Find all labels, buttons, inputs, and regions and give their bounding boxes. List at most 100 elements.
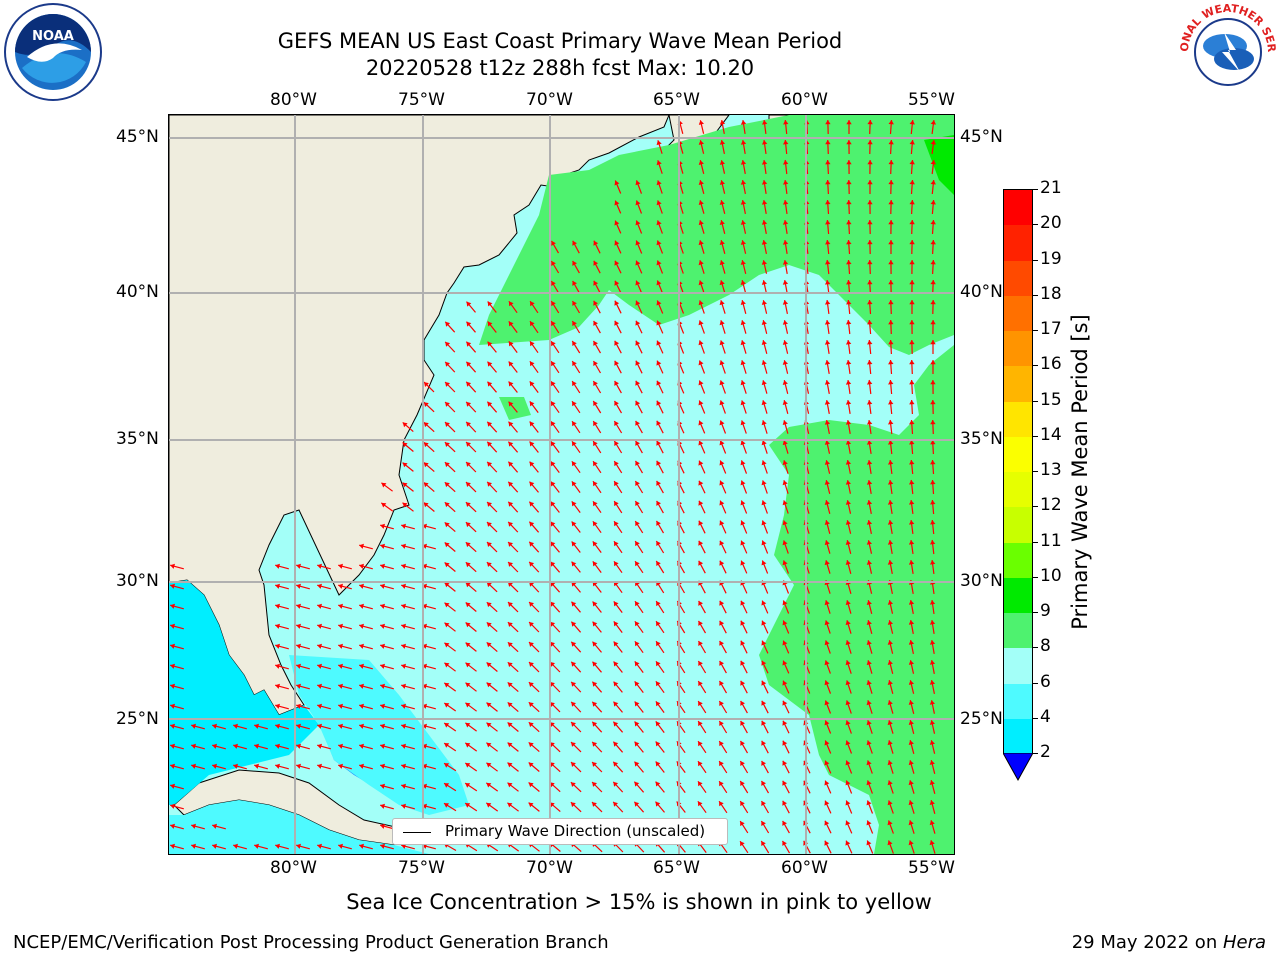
wave-arrow-head (170, 803, 175, 809)
wave-arrow-head (551, 341, 556, 347)
wave-arrow-head (550, 702, 555, 707)
wave-arrow-head (614, 380, 619, 386)
wave-arrow-head (402, 442, 408, 448)
wave-arrow-head (486, 562, 492, 567)
wave-arrow-head (698, 620, 703, 626)
wave-arrow-head (465, 622, 471, 628)
wave-arrow-head (592, 681, 598, 687)
wave-arrow-head (930, 500, 936, 505)
wave-arrow-head (528, 702, 534, 708)
lon-label-top-55w: 55°W (908, 90, 955, 110)
wave-arrow-head (529, 401, 535, 407)
wave-arrow-head (908, 560, 915, 565)
wave-arrow-head (719, 620, 725, 626)
wave-arrow-head (550, 501, 556, 507)
wave-arrow-head (635, 460, 640, 466)
wave-arrow-head (380, 643, 385, 649)
wave-arrow-head (782, 440, 788, 446)
wave-arrow-head (740, 340, 746, 346)
wave-arrow-head (445, 382, 450, 387)
wave-arrow-head (550, 662, 555, 667)
wave-arrow-head (719, 560, 725, 566)
wave-arrow-head (486, 582, 492, 588)
wave-arrow-head (465, 602, 471, 608)
wave-arrow-head (466, 482, 471, 487)
map-subtitle: 20220528 t12z 288h fcst Max: 10.20 (365, 56, 755, 80)
legend-label: Primary Wave Direction (unscaled) (445, 822, 706, 840)
wave-arrow-head (466, 421, 471, 427)
footer-credit: NCEP/EMC/Verification Post Processing Pr… (13, 932, 609, 953)
wave-arrow-head (359, 583, 364, 589)
wave-arrow-head (908, 640, 915, 645)
wave-arrow-head (888, 400, 894, 405)
wave-arrow-head (613, 781, 619, 787)
colorbar-segment (1004, 648, 1032, 684)
wave-arrow-head (761, 640, 767, 646)
wave-arrow-head (824, 700, 830, 706)
colorbar-tick-mark (1033, 612, 1038, 613)
wave-arrow-head (191, 743, 196, 749)
wave-arrow-head (719, 680, 724, 686)
wave-arrow-head (762, 120, 768, 125)
colorbar-segment (1004, 225, 1032, 261)
wave-arrow-head (614, 320, 620, 326)
wave-arrow-head (635, 601, 640, 607)
wave-arrow-head (866, 840, 872, 846)
wave-arrow-head (698, 160, 704, 165)
colorbar-tick-mark (1033, 647, 1038, 649)
colorbar-segment (1004, 366, 1032, 402)
wave-arrow-head (888, 180, 894, 185)
wave-arrow-head (698, 320, 704, 326)
wave-arrow-head (551, 321, 556, 327)
wave-arrow-head (572, 381, 577, 387)
wave-arrow-head (930, 360, 936, 365)
nws-logo: NATIONAL WEATHER SERVICE (1178, 2, 1278, 100)
wave-arrow-head (782, 360, 788, 365)
wave-arrow-head (740, 620, 746, 626)
wave-arrow-head (824, 340, 831, 345)
wave-arrow-head (444, 783, 450, 788)
wave-arrow-head (867, 200, 873, 205)
wave-arrow-head (614, 421, 619, 426)
wave-arrow-head (401, 683, 406, 689)
wave-arrow-head (466, 401, 472, 407)
wave-arrow-head (401, 563, 406, 569)
wave-arrow-head (866, 760, 872, 766)
sea-ice-note: Sea Ice Concentration > 15% is shown in … (346, 890, 932, 914)
wave-arrow-head (887, 620, 893, 625)
wave-arrow-head (930, 480, 936, 485)
wave-arrow-head (740, 700, 745, 706)
wave-arrow-head (866, 820, 872, 826)
wave-arrow-head (572, 361, 577, 367)
wave-arrow-head (887, 800, 893, 806)
wave-arrow-head (402, 462, 408, 468)
wave-arrow-head (487, 341, 493, 347)
wave-arrow-head (528, 682, 534, 688)
wave-arrow-head (697, 801, 703, 807)
wave-arrow-head (170, 623, 175, 629)
wave-arrow-head (487, 321, 493, 327)
wave-arrow-head (634, 641, 640, 647)
wave-arrow-head (401, 523, 406, 529)
wave-arrow-head (782, 780, 788, 786)
wave-arrow-head (275, 683, 280, 689)
colorbar-tick-mark (1033, 682, 1038, 684)
wave-arrow-head (698, 560, 704, 566)
wave-arrow-head (824, 360, 831, 365)
wave-arrow-head (930, 540, 936, 545)
wave-arrow-head (656, 360, 662, 366)
wave-arrow-head (908, 780, 914, 786)
wave-arrow-head (719, 400, 725, 406)
wave-arrow-head (444, 743, 450, 748)
wave-arrow-head (359, 743, 364, 749)
wave-arrow-head (761, 160, 768, 165)
wave-arrow-head (507, 782, 513, 788)
wave-arrow-head (529, 602, 534, 607)
wave-arrow-head (338, 703, 343, 709)
wave-arrow-head (887, 740, 893, 746)
lat-label-left-35n: 35°N (116, 429, 159, 449)
wave-arrow-head (908, 700, 914, 705)
ocean-9-10s-east (759, 345, 954, 854)
wave-arrow-head (761, 380, 767, 386)
wave-arrow-head (572, 240, 577, 246)
